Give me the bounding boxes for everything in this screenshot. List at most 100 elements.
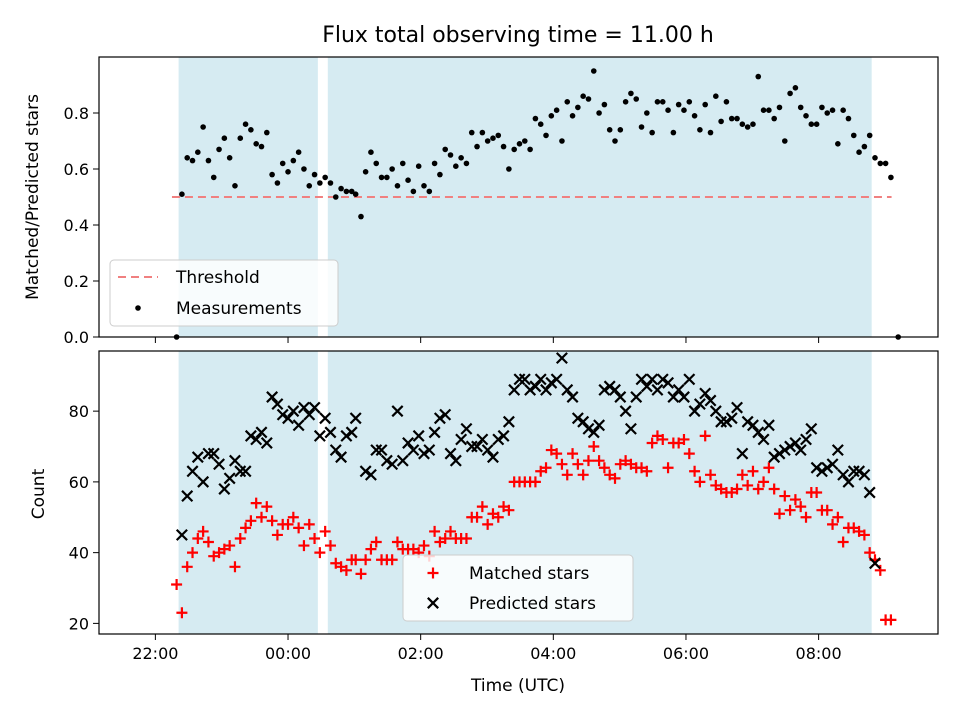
legend-box: [109, 259, 339, 327]
matched-star-point: [287, 511, 299, 523]
measurement-point: [819, 104, 825, 111]
measurement-point: [458, 155, 464, 161]
measurement-point: [543, 132, 549, 139]
matched-star-point: [789, 494, 801, 506]
matched-star-point: [779, 490, 791, 502]
measurement-point: [468, 129, 475, 136]
matched-star-point: [657, 433, 669, 445]
predicted-star-point: [439, 408, 452, 421]
measurement-point: [691, 113, 698, 119]
predicted-star-point: [646, 373, 659, 386]
predicted-star-point: [693, 398, 706, 411]
predicted-star-point: [213, 458, 226, 471]
predicted-star-point: [181, 490, 194, 503]
predicted-star-point: [624, 422, 637, 435]
matched-star-point: [641, 465, 653, 477]
matched-star-point: [551, 448, 563, 460]
predicted-star-point: [449, 454, 462, 467]
predicted-star-point: [762, 419, 775, 432]
measurement-point: [813, 121, 820, 127]
measurement-point: [200, 124, 206, 130]
measurement-point: [861, 143, 868, 150]
predicted-star-point: [582, 422, 595, 435]
predicted-star-point: [266, 391, 279, 403]
measurement-point: [394, 183, 401, 189]
matched-star-point: [319, 525, 331, 537]
predicted-star-point: [768, 451, 781, 464]
predicted-star-point: [191, 451, 204, 464]
predicted-star-point: [239, 465, 252, 478]
measurement-point: [373, 160, 380, 167]
legend: Threshold Measurements: [109, 259, 339, 327]
x-tick-label: 04:00: [530, 644, 576, 663]
predicted-star-point: [725, 412, 738, 425]
predicted-star-point: [364, 468, 377, 481]
legend-threshold-label: Threshold: [175, 268, 260, 288]
predicted-star-point: [513, 373, 526, 386]
matched-star-point: [784, 504, 796, 516]
matched-star-point: [885, 614, 897, 626]
measurement-point: [295, 149, 302, 155]
predicted-star-point: [561, 383, 574, 396]
predicted-star-point: [550, 373, 563, 386]
predicted-star-point: [197, 475, 210, 488]
predicted-star-point: [324, 426, 337, 439]
predicted-star-point: [303, 408, 316, 421]
matched-star-point: [181, 561, 193, 573]
measurement-point: [490, 135, 496, 141]
measurement-point: [628, 90, 634, 97]
measurement-point: [766, 107, 772, 113]
predicted-star-point: [635, 373, 648, 386]
matched-star-point: [298, 540, 310, 552]
matched-star-point: [773, 508, 785, 520]
predicted-star-point: [746, 419, 759, 432]
predicted-star-point: [175, 528, 188, 541]
measurement-point: [399, 160, 406, 167]
matched-star-point: [821, 504, 833, 516]
predicted-star-point: [731, 401, 744, 414]
matched-star-point: [445, 525, 457, 537]
ratio-axis-ylabel: Matched/Predicted stars: [23, 94, 43, 300]
predicted-star-point: [720, 415, 733, 428]
measurement-point: [734, 115, 740, 122]
predicted-star-point: [407, 444, 420, 457]
measurement-point: [368, 149, 374, 155]
predicted-star-point: [609, 383, 621, 396]
predicted-star-point: [847, 465, 860, 478]
predicted-star-point: [752, 426, 765, 439]
y-tick-label: 0.8: [64, 104, 89, 123]
x-tick-label: 06:00: [663, 644, 709, 663]
predicted-star-point: [412, 429, 425, 442]
measurement-point: [803, 113, 809, 119]
predicted-star-point: [863, 486, 876, 499]
matched-star-point: [197, 525, 209, 537]
measurement-point: [681, 107, 687, 113]
measurement-point: [580, 93, 586, 99]
predicted-star-point: [869, 557, 881, 570]
measurement-point: [585, 96, 592, 102]
matched-star-point: [429, 525, 441, 537]
measurement-point: [713, 93, 719, 99]
predicted-star-point: [678, 391, 690, 403]
x-tick-label: 08:00: [796, 644, 842, 663]
measurement-point: [237, 135, 244, 141]
predicted-star-point: [271, 398, 284, 411]
predicted-star-point: [433, 412, 446, 425]
measurement-point: [285, 169, 291, 175]
predicted-star-point: [800, 433, 812, 446]
matched-star-point: [503, 504, 515, 516]
measurement-point: [522, 138, 528, 144]
predicted-star-point: [529, 380, 542, 393]
matched-star-point: [593, 455, 605, 467]
measurement-point: [872, 155, 878, 161]
measurement-point: [622, 99, 629, 105]
matched-star-point: [742, 479, 754, 491]
measurement-point: [771, 115, 777, 122]
measurement-point: [415, 163, 422, 169]
matched-star-point: [476, 501, 488, 513]
measurement-point: [654, 99, 661, 105]
predicted-star-point: [566, 391, 579, 403]
predicted-star-point: [276, 408, 289, 421]
predicted-star-point: [228, 454, 241, 467]
